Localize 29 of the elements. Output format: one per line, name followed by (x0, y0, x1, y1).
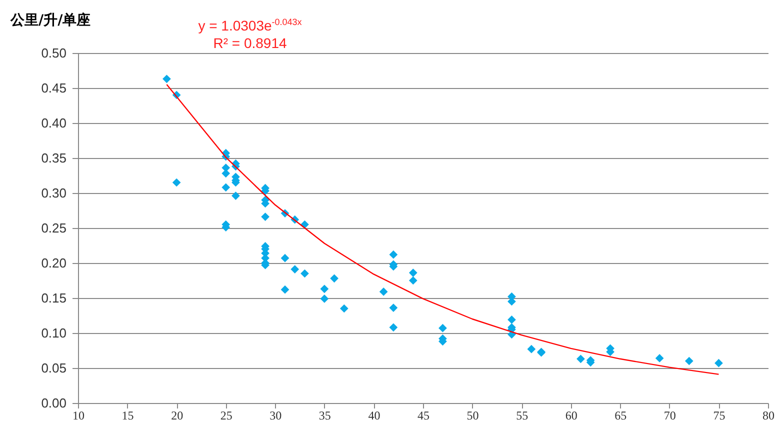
y-tick-label: 0.05 (41, 360, 66, 376)
y-tick-label: 0.25 (41, 220, 66, 236)
x-tick-label: 15 (122, 408, 134, 422)
x-tick-label: 10 (72, 408, 84, 422)
text: R² = 0.8914 (212, 34, 288, 52)
x-tick-label: 50 (466, 408, 479, 422)
x-tick-label: 45 (418, 408, 430, 422)
x-tick-label: 20 (171, 408, 184, 422)
y-tick-label: 0.10 (41, 326, 66, 340)
y-tick-label: 0.45 (41, 80, 66, 96)
y-tick-label: 0.30 (41, 186, 66, 200)
y-tick-label: 0.20 (41, 256, 66, 270)
x-tick-label: 25 (220, 408, 232, 422)
y-tick-label: 0.35 (41, 150, 66, 166)
x-tick-label: 80 (762, 408, 774, 422)
y-tick-label: 0.15 (41, 290, 66, 306)
text: y = 1.0303e$^{-0.043x}$ (197, 16, 303, 35)
x-tick-label: 40 (368, 408, 380, 422)
x-tick-label: 65 (614, 408, 627, 422)
x-tick-label: 35 (318, 408, 331, 422)
y-tick-label: 0.50 (41, 46, 66, 60)
x-tick-label: 60 (565, 408, 578, 422)
x-tick-label: 70 (664, 408, 676, 422)
y-tick-label: 0.40 (41, 116, 66, 130)
y-tick-label: 0.00 (41, 396, 66, 410)
x-tick-label: 75 (713, 408, 726, 422)
y-axis-title: 公里/升/单座 (10, 12, 91, 28)
x-tick-label: 55 (516, 408, 528, 422)
x-tick-label: 30 (270, 408, 282, 422)
